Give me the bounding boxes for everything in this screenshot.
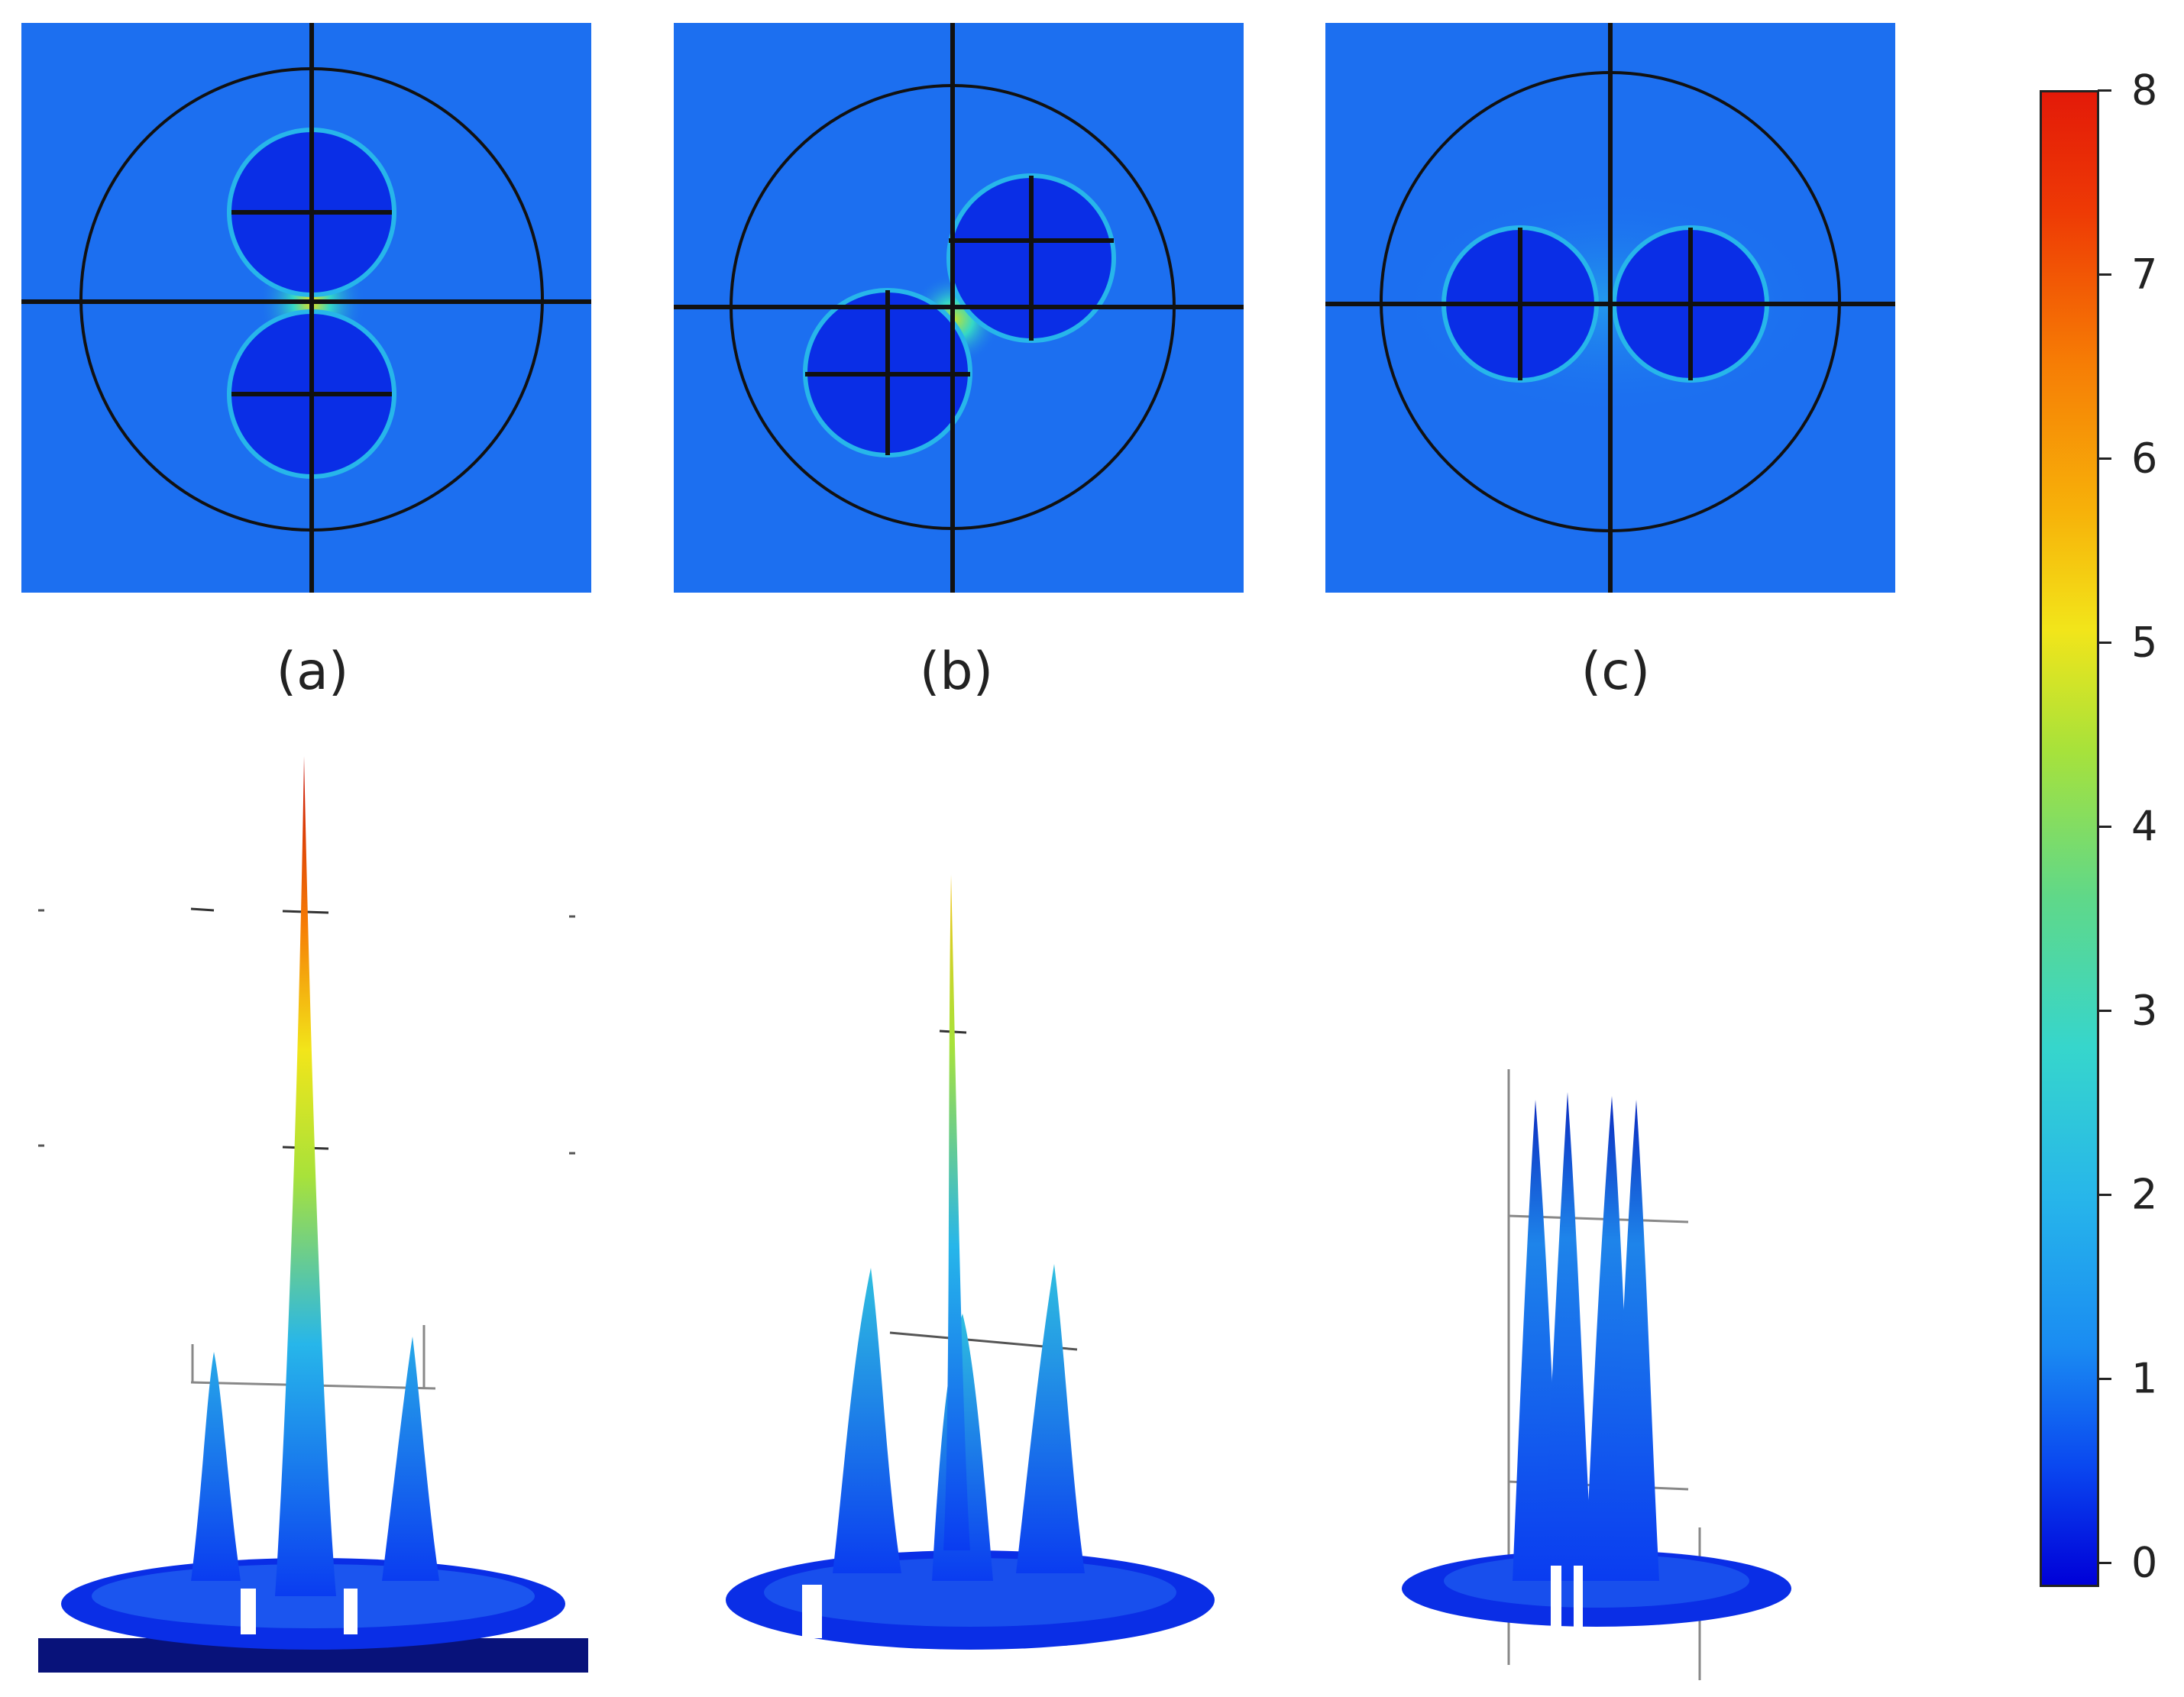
colorbar-tick	[2098, 273, 2111, 276]
colorbar-tick	[2098, 457, 2111, 460]
colorbar-tick	[2098, 1562, 2111, 1564]
colorbar-tick	[2098, 89, 2111, 92]
colorbar-tick-label-5: 5	[2131, 618, 2158, 667]
panel-label-b: (b)	[919, 642, 994, 702]
field-map-c	[1325, 23, 1895, 593]
field-map-b	[674, 23, 1244, 593]
panel-label-c: (c)	[1581, 642, 1651, 702]
colorbar-tick	[2098, 826, 2111, 828]
colorbar-tick	[2098, 1194, 2111, 1196]
colorbar-tick-label-3: 3	[2131, 986, 2158, 1035]
surface-plot-b	[726, 874, 1215, 1650]
colorbar-tick	[2098, 1010, 2111, 1012]
panel-label-a: (a)	[276, 642, 349, 702]
colorbar-tick	[2098, 1378, 2111, 1380]
colorbar	[2040, 90, 2099, 1587]
colorbar-tick-label-4: 4	[2131, 802, 2158, 851]
surface-plot-a	[38, 756, 588, 1673]
surface-plot-c	[1402, 1069, 1791, 1680]
colorbar-tick-label-1: 1	[2131, 1354, 2158, 1403]
field-map-a	[21, 23, 591, 593]
colorbar-tick-label-7: 7	[2131, 250, 2158, 299]
colorbar-tick-label-6: 6	[2131, 434, 2158, 483]
colorbar-tick	[2098, 642, 2111, 644]
colorbar-tick-label-0: 0	[2131, 1538, 2158, 1587]
colorbar-tick-label-2: 2	[2131, 1170, 2158, 1219]
colorbar-tick-label-8: 8	[2131, 66, 2158, 115]
